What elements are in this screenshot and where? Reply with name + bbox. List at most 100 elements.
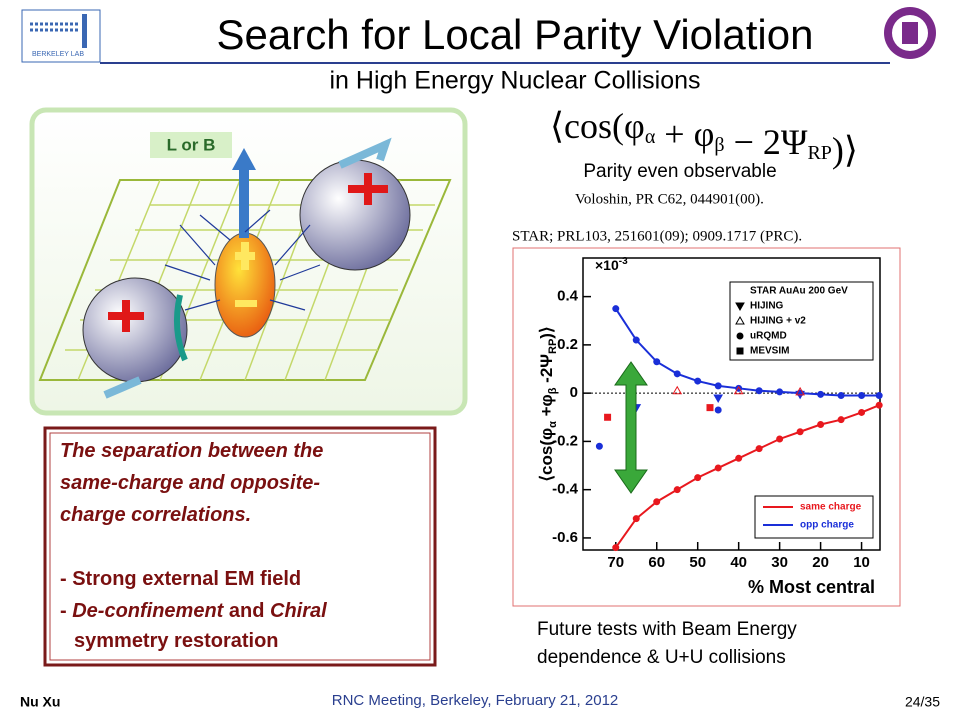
point [796,428,804,436]
multiplier: ×10-3 [595,256,628,273]
text-part: and [223,600,270,622]
multiplier-part: -3 [619,256,628,267]
point [875,401,883,409]
point [653,498,661,506]
text-line: charge correlations. [60,504,251,526]
x-tick-label: 70 [607,554,624,571]
legend-symbol [736,332,744,340]
point [858,408,866,416]
chart: -0.6 -0.4 -0.2 0 0.2 0.4 70 60 50 40 30 20 10 % Most … [537,256,883,597]
y-label-part: +φ [537,394,556,421]
text-line: The separation between the [60,440,323,462]
point [858,392,866,400]
x-tick-label: 50 [689,554,706,571]
point [714,406,722,414]
point [632,515,640,523]
point [776,388,784,396]
text-part: Chiral [270,600,327,622]
text-line: - Strong external EM field [60,568,301,590]
point [735,454,743,462]
point [795,386,805,396]
text-part: - [60,600,72,622]
formula-part: φ [624,106,645,146]
point [632,336,640,344]
legend-box [729,281,874,361]
formula-part: + [655,114,693,154]
formula-part: ) [832,130,844,170]
formula-part: − 2Ψ [725,122,808,162]
legend-label: MEVSIM [750,346,789,357]
y-label-part: β [547,387,559,394]
future: dependence & U+U collisions [537,647,786,668]
logo-right [884,7,936,59]
footer-meeting: RNC Meeting, Berkeley, February 21, 2012 [332,692,619,709]
point [612,305,620,313]
y-label-part: ⟨cos(φ [537,428,556,482]
point [673,486,681,494]
legend-title: STAR AuAu 200 GeV [750,286,848,297]
point [755,445,763,453]
legend-label: opp charge [800,520,854,531]
legend-symbol [736,347,744,355]
point [714,464,722,472]
y-axis-label: ⟨cos(φα +φβ -2ΨRP)⟩ [537,326,558,481]
series-line [614,404,880,549]
formula: ⟨cos(φα + φβ − 2ΨRP)⟩ [550,106,858,170]
point [733,385,744,395]
legend-label: uRQMD [750,331,787,342]
legend-box [754,495,874,539]
formula-part: cos( [564,106,624,146]
formula-part: α [645,126,656,148]
point [714,382,722,390]
bracket: ⟨ [550,106,564,146]
text-box-text: The separation between the same-charge an… [60,440,327,652]
y-tick-label: -0.2 [552,432,578,449]
footer-page: 24/35 [905,694,940,710]
point [817,390,825,398]
point [755,387,763,395]
title: Search for Local Parity Violation [217,11,814,58]
observable: Parity even observable [583,161,776,182]
x-tick-label: 60 [648,554,665,571]
bracket: ⟩ [844,130,858,170]
x-tick-label: 40 [730,554,747,571]
field-label: L or B [167,135,216,154]
y-tick-label: -0.6 [552,529,578,546]
point [604,413,612,421]
multiplier-part: ×10 [595,257,619,273]
reference: STAR; PRL103, 251601(09); 0909.1717 (PRC… [512,228,802,244]
formula-part: β [714,134,724,156]
y-label-part: RP [547,339,559,354]
x-tick-label: 30 [771,554,788,571]
y-label-part: )⟩ [537,326,556,338]
footer-author: Nu Xu [20,694,60,710]
point [694,377,702,385]
point [875,392,883,400]
point [694,474,702,482]
y-label-part: -2Ψ [537,354,556,388]
subtitle: in High Energy Nuclear Collisions [330,67,701,95]
point [713,394,724,403]
text-line: symmetry restoration [74,630,279,652]
logo-left: BERKELEY LAB [21,9,101,63]
legend-symbol [735,302,745,312]
x-tick-label: 10 [853,554,870,571]
point [776,435,784,443]
text-part: De-confinement [72,600,224,622]
point [673,370,681,378]
point [837,392,845,400]
y-tick-label: 0.2 [557,336,578,353]
point [837,416,845,424]
formula-part: RP [807,142,831,164]
point [706,404,714,412]
y-tick-label: -0.4 [552,481,579,498]
x-axis-label: % Most central [748,577,875,597]
legend-label: HIJING [750,301,784,312]
legend-label: same charge [800,502,862,513]
future: Future tests with Beam Energy [537,619,797,640]
text-box: The separation between the same-charge an… [43,426,437,667]
double-arrow [614,361,648,494]
formula-part: φ [694,114,715,154]
logo-text: BERKELEY LAB [32,51,84,58]
